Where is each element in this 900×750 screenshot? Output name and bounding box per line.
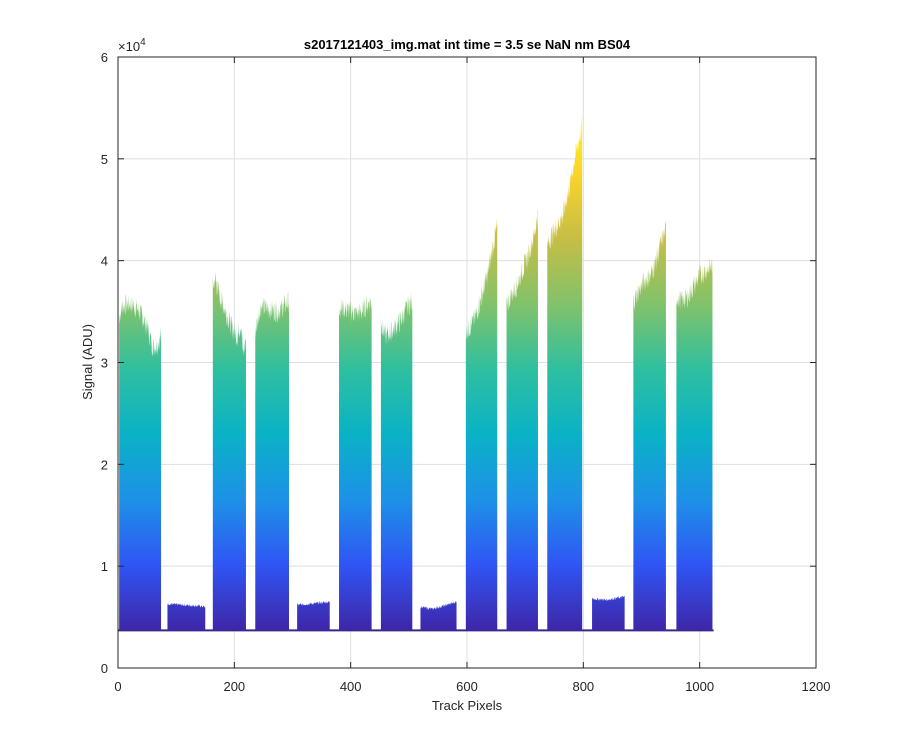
ticks [117,56,817,669]
signal-segment-2 [167,602,206,631]
signal-segment-6 [339,295,372,631]
y-axis-label: Signal (ADU) [80,324,95,400]
y-tick-label: 1 [101,559,108,574]
signal-segment-1 [119,292,162,631]
signal-segment-5 [297,600,330,631]
y-tick-label: 0 [101,661,108,676]
x-tick-label: 1200 [802,679,831,694]
signal-series [118,112,714,632]
y-tick-label: 2 [101,457,108,472]
signal-segment-4 [255,292,290,631]
y-exponent: ×104 [118,37,146,54]
signal-segment-7 [380,292,413,631]
signal-segment-3 [212,271,246,631]
y-tick-label: 4 [101,254,108,269]
y-exponent-base: ×10 [118,39,140,54]
y-tick-label: 6 [101,50,108,65]
chart-title: s2017121403_img.mat int time = 3.5 se Na… [304,37,631,52]
y-tick-labels: 0 1 2 3 4 5 6 [101,50,108,676]
signal-segment-13 [633,221,666,631]
x-tick-label: 800 [572,679,594,694]
y-exponent-power: 4 [140,37,146,48]
x-tick-labels: 0 200 400 600 800 1000 1200 [114,679,830,694]
x-tick-label: 0 [114,679,121,694]
y-tick-label: 3 [101,356,108,371]
signal-segment-10 [506,208,538,631]
y-tick-label: 5 [101,152,108,167]
signal-segment-8 [420,601,457,631]
x-axis-label: Track Pixels [432,698,503,713]
signal-segment-9 [465,218,498,631]
x-tick-label: 400 [340,679,362,694]
x-tick-label: 1000 [685,679,714,694]
signal-segment-14 [676,255,713,631]
x-tick-label: 200 [223,679,245,694]
signal-segment-11 [547,112,583,631]
x-tick-label: 600 [456,679,478,694]
signal-segment-12 [592,595,625,631]
